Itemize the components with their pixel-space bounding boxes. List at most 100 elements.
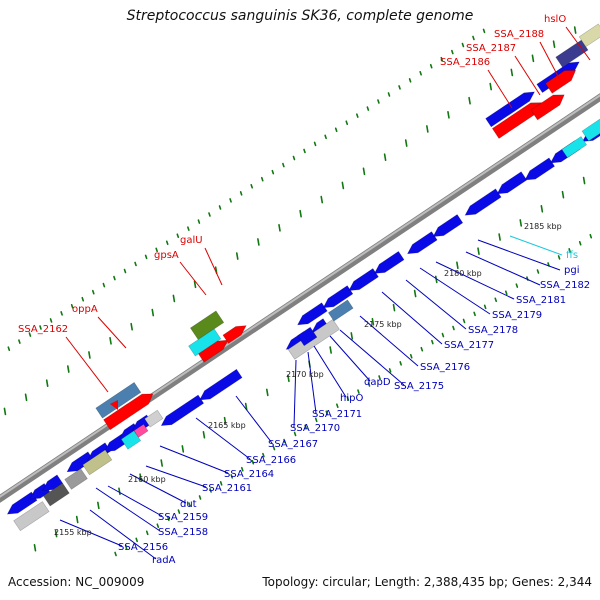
tick-mark [303,148,306,154]
cds-block-reverse [42,474,64,491]
leader-line [97,316,127,349]
tick-mark [145,530,149,536]
tick-mark [144,254,148,260]
leader-line [95,487,161,532]
leader-line [159,445,229,474]
leader-line [89,509,157,560]
leader-line [405,279,467,330]
tick-mark [102,282,106,288]
tick-mark [28,332,32,337]
tick-mark [357,389,360,394]
backbone [0,93,600,503]
gene-label-ssa-2177: SSA_2177 [444,340,494,351]
gene-label-ssa-2186: SSA_2186 [440,57,490,68]
cds-block-red [530,94,565,121]
tick-mark [257,238,260,246]
tick-mark [209,488,212,493]
tick-mark [362,167,366,176]
tick-mark [378,375,381,380]
tick-mark [313,141,317,147]
tick-mark [278,224,281,232]
tick-mark [404,139,408,147]
tick-mark [557,255,561,260]
tick-mark [420,346,424,352]
gene-label-ssa-2166: SSA_2166 [246,455,296,466]
tick-mark [498,233,501,241]
cds-block [485,91,536,128]
tick-mark [33,543,37,552]
tick-mark [377,99,380,104]
tick-mark [3,407,7,416]
leader-line [204,247,223,286]
tick-mark [388,368,392,373]
scale-label: 2165 kbp [208,421,246,430]
tick-marks [3,26,593,557]
tick-mark [392,303,396,312]
leader-lines [59,26,591,560]
leader-line [435,261,515,300]
tick-mark [515,283,519,288]
leader-line [195,417,251,460]
tick-mark [18,339,21,344]
tick-mark [218,205,222,210]
tick-mark [504,290,508,296]
gene-label-ssa-2182: SSA_2182 [540,280,590,291]
leader-line [65,336,109,393]
tick-mark [160,459,163,467]
tick-mark [75,515,79,524]
cds-block-grey [144,409,164,428]
tick-mark [39,325,42,330]
tick-mark [155,247,158,253]
cds-block-green [189,310,225,341]
tick-mark [123,268,127,274]
leader-line [293,359,297,428]
tick-mark [334,127,338,133]
cds-block-steel [95,382,142,419]
cds-block-khaki [578,23,600,48]
cds-block-steel [327,299,354,322]
tick-mark [113,275,116,281]
tick-mark [239,191,243,196]
tick-mark [573,26,577,34]
cds-block-khaki [82,449,113,476]
tick-mark [292,155,296,161]
tick-mark [472,35,475,41]
map-title: Streptococcus sanguinis SK36, complete g… [126,8,474,24]
tick-mark [193,280,197,289]
gene-label-ssa-2178: SSA_2178 [468,325,518,336]
gene-label-ssa-2188: SSA_2188 [494,29,544,40]
leader-line [359,315,419,367]
tick-mark [387,92,391,97]
tick-mark [434,275,438,284]
tick-mark [114,551,117,557]
tick-mark [92,289,95,295]
tick-mark [489,82,493,91]
tick-mark [271,169,275,175]
leader-line [465,251,541,286]
tick-mark [451,49,454,55]
tick-mark [134,261,137,267]
tick-mark [45,379,49,387]
leader-line [179,261,207,296]
tick-mark [341,181,345,190]
tick-mark [589,233,593,239]
tick-mark [452,325,455,331]
cds-block-reverse [373,250,405,274]
tick-mark [447,111,450,119]
gene-label-ssa-2167: SSA_2167 [268,439,318,450]
leader-line [235,395,273,444]
accession-text: Accession: NC_009009 [8,575,145,589]
tick-mark [118,487,121,496]
tick-mark [431,339,434,345]
tick-mark [81,296,85,302]
leader-line [509,235,563,256]
scale-label: 2155 kbp [54,528,92,537]
tick-mark [383,153,387,162]
scale-label: 2175 kbp [364,320,402,329]
tick-mark [208,212,211,217]
tick-mark [240,466,244,472]
leader-line [59,519,123,547]
tick-mark [568,248,571,253]
cds-block-reverse [496,171,528,195]
